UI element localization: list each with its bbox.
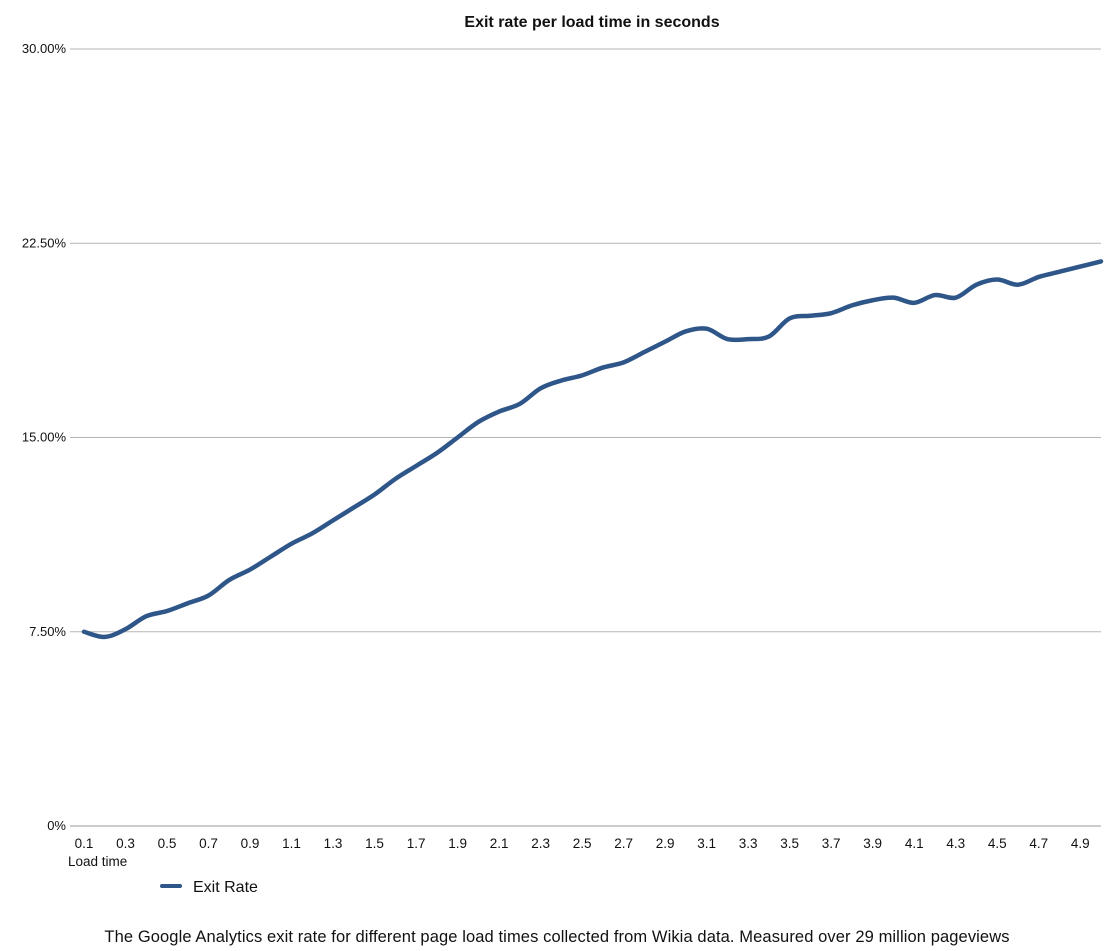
- x-tick-label: 4.1: [905, 836, 924, 851]
- x-tick-label: 1.9: [448, 836, 467, 851]
- x-axis-label: Load time: [68, 854, 127, 869]
- x-tick-label: 4.7: [1029, 836, 1048, 851]
- x-tick-label: 1.3: [324, 836, 343, 851]
- x-tick-label: 2.3: [531, 836, 550, 851]
- y-tick-label: 7.50%: [29, 624, 66, 639]
- y-tick-label: 0%: [47, 818, 66, 833]
- x-tick-label: 0.5: [158, 836, 177, 851]
- x-tick-label: 1.1: [282, 836, 301, 851]
- x-tick-label: 3.3: [739, 836, 758, 851]
- x-tick-label: 2.7: [614, 836, 633, 851]
- x-tick-label: 0.3: [116, 836, 135, 851]
- legend: Exit Rate: [160, 879, 258, 896]
- x-tick-label: 4.3: [946, 836, 965, 851]
- x-tick-label: 1.5: [365, 836, 384, 851]
- x-tick-label: 3.9: [863, 836, 882, 851]
- x-tick-label: 4.9: [1071, 836, 1090, 851]
- x-tick-label: 0.7: [199, 836, 218, 851]
- x-tick-label: 3.5: [780, 836, 799, 851]
- x-tick-label: 2.5: [573, 836, 592, 851]
- y-tick-label: 22.50%: [22, 235, 67, 250]
- x-tick-label: 4.5: [988, 836, 1007, 851]
- x-tick-label: 2.9: [656, 836, 675, 851]
- chart-title: Exit rate per load time in seconds: [464, 14, 719, 31]
- x-tick-label: 1.7: [407, 836, 426, 851]
- y-tick-label: 30.00%: [22, 41, 67, 56]
- x-tick-label: 3.7: [822, 836, 841, 851]
- x-tick-label: 2.1: [490, 836, 509, 851]
- series-line-exit-rate: [81, 259, 1104, 640]
- x-tick-label: 0.9: [241, 836, 260, 851]
- y-tick-label: 15.00%: [22, 430, 67, 445]
- legend-label-exit-rate: Exit Rate: [193, 879, 258, 896]
- x-tick-label: 0.1: [75, 836, 94, 851]
- figure-caption: The Google Analytics exit rate for diffe…: [104, 928, 1010, 946]
- exit-rate-chart: Exit rate per load time in seconds 0% 7.5…: [22, 14, 1104, 896]
- x-tick-label: 3.1: [697, 836, 716, 851]
